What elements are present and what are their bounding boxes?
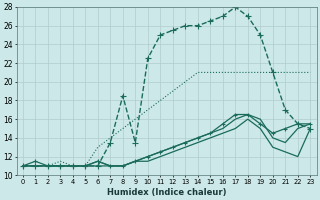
X-axis label: Humidex (Indice chaleur): Humidex (Indice chaleur)	[107, 188, 226, 197]
